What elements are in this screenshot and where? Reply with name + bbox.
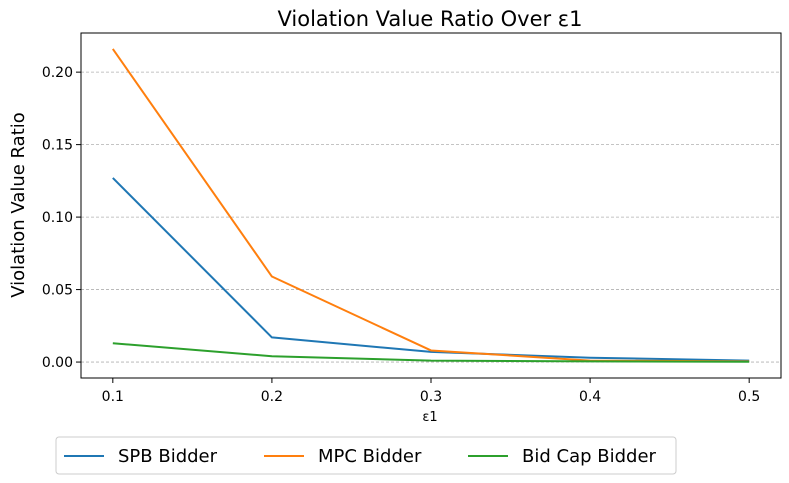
y-axis: 0.00 0.05 0.10 0.15 0.20 <box>42 65 81 371</box>
y-tick-label: 0.10 <box>42 210 73 226</box>
y-tick-label: 0.20 <box>42 65 73 81</box>
legend-label-bid-cap-bidder: Bid Cap Bidder <box>522 446 657 467</box>
x-tick-label: 0.4 <box>579 389 601 405</box>
chart-title: Violation Value Ratio Over ε1 <box>277 7 582 31</box>
y-tick-label: 0.15 <box>42 138 73 154</box>
grid <box>81 71 781 363</box>
legend-label-spb-bidder: SPB Bidder <box>118 446 218 467</box>
x-axis: 0.1 0.2 0.3 0.4 0.5 <box>102 378 760 405</box>
x-tick-label: 0.1 <box>102 389 124 405</box>
x-tick-label: 0.3 <box>420 389 442 405</box>
series-line-mpc-bidder <box>111 48 750 363</box>
legend-box <box>55 436 677 475</box>
y-tick-label: 0.00 <box>42 355 73 371</box>
x-tick-label: 0.5 <box>738 389 760 405</box>
y-tick-label: 0.05 <box>42 283 73 299</box>
plot-frame <box>80 32 782 379</box>
series-line-spb-bidder <box>112 177 750 362</box>
y-axis-label: Violation Value Ratio <box>8 112 29 298</box>
legend-label-mpc-bidder: MPC Bidder <box>318 446 422 467</box>
series-group <box>111 48 750 363</box>
x-tick-label: 0.2 <box>261 389 283 405</box>
series-line-bid-cap-bidder <box>112 342 750 363</box>
x-axis-label: ε1 <box>422 410 437 425</box>
legend: SPB Bidder MPC Bidder Bid Cap Bidder <box>55 436 677 475</box>
